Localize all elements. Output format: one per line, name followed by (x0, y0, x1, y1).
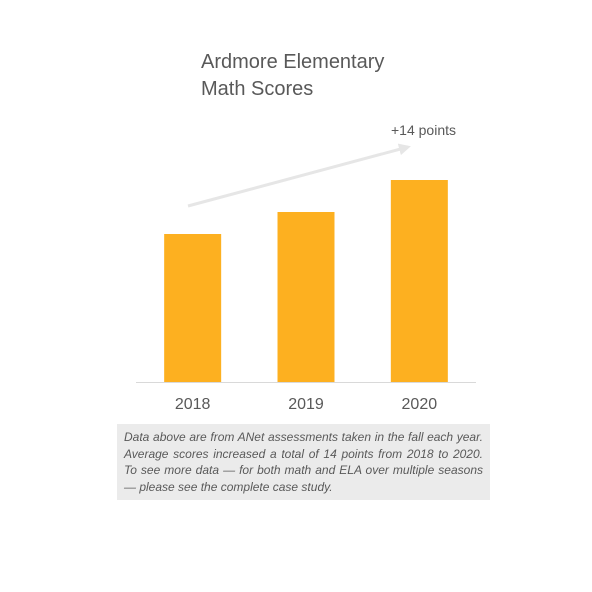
chart-title-line-2: Math Scores (201, 78, 314, 100)
x-tick-labels: 2018 2019 2020 (175, 396, 437, 413)
bar-2020 (390, 180, 448, 382)
bar-2018 (164, 234, 222, 382)
chart-title: Ardmore Elementary Math Scores (201, 49, 461, 103)
trend-arrow (187, 143, 411, 208)
footnote: Data above are from ANet assessments tak… (117, 424, 490, 500)
x-tick-label-2020: 2020 (402, 396, 438, 413)
bar-group (164, 180, 448, 382)
x-tick-label-2018: 2018 (175, 396, 211, 413)
annotation-label: +14 points (391, 122, 456, 138)
chart-title-line-1: Ardmore Elementary (201, 51, 385, 73)
bar-2019 (277, 212, 335, 382)
x-tick-label-2019: 2019 (288, 396, 324, 413)
